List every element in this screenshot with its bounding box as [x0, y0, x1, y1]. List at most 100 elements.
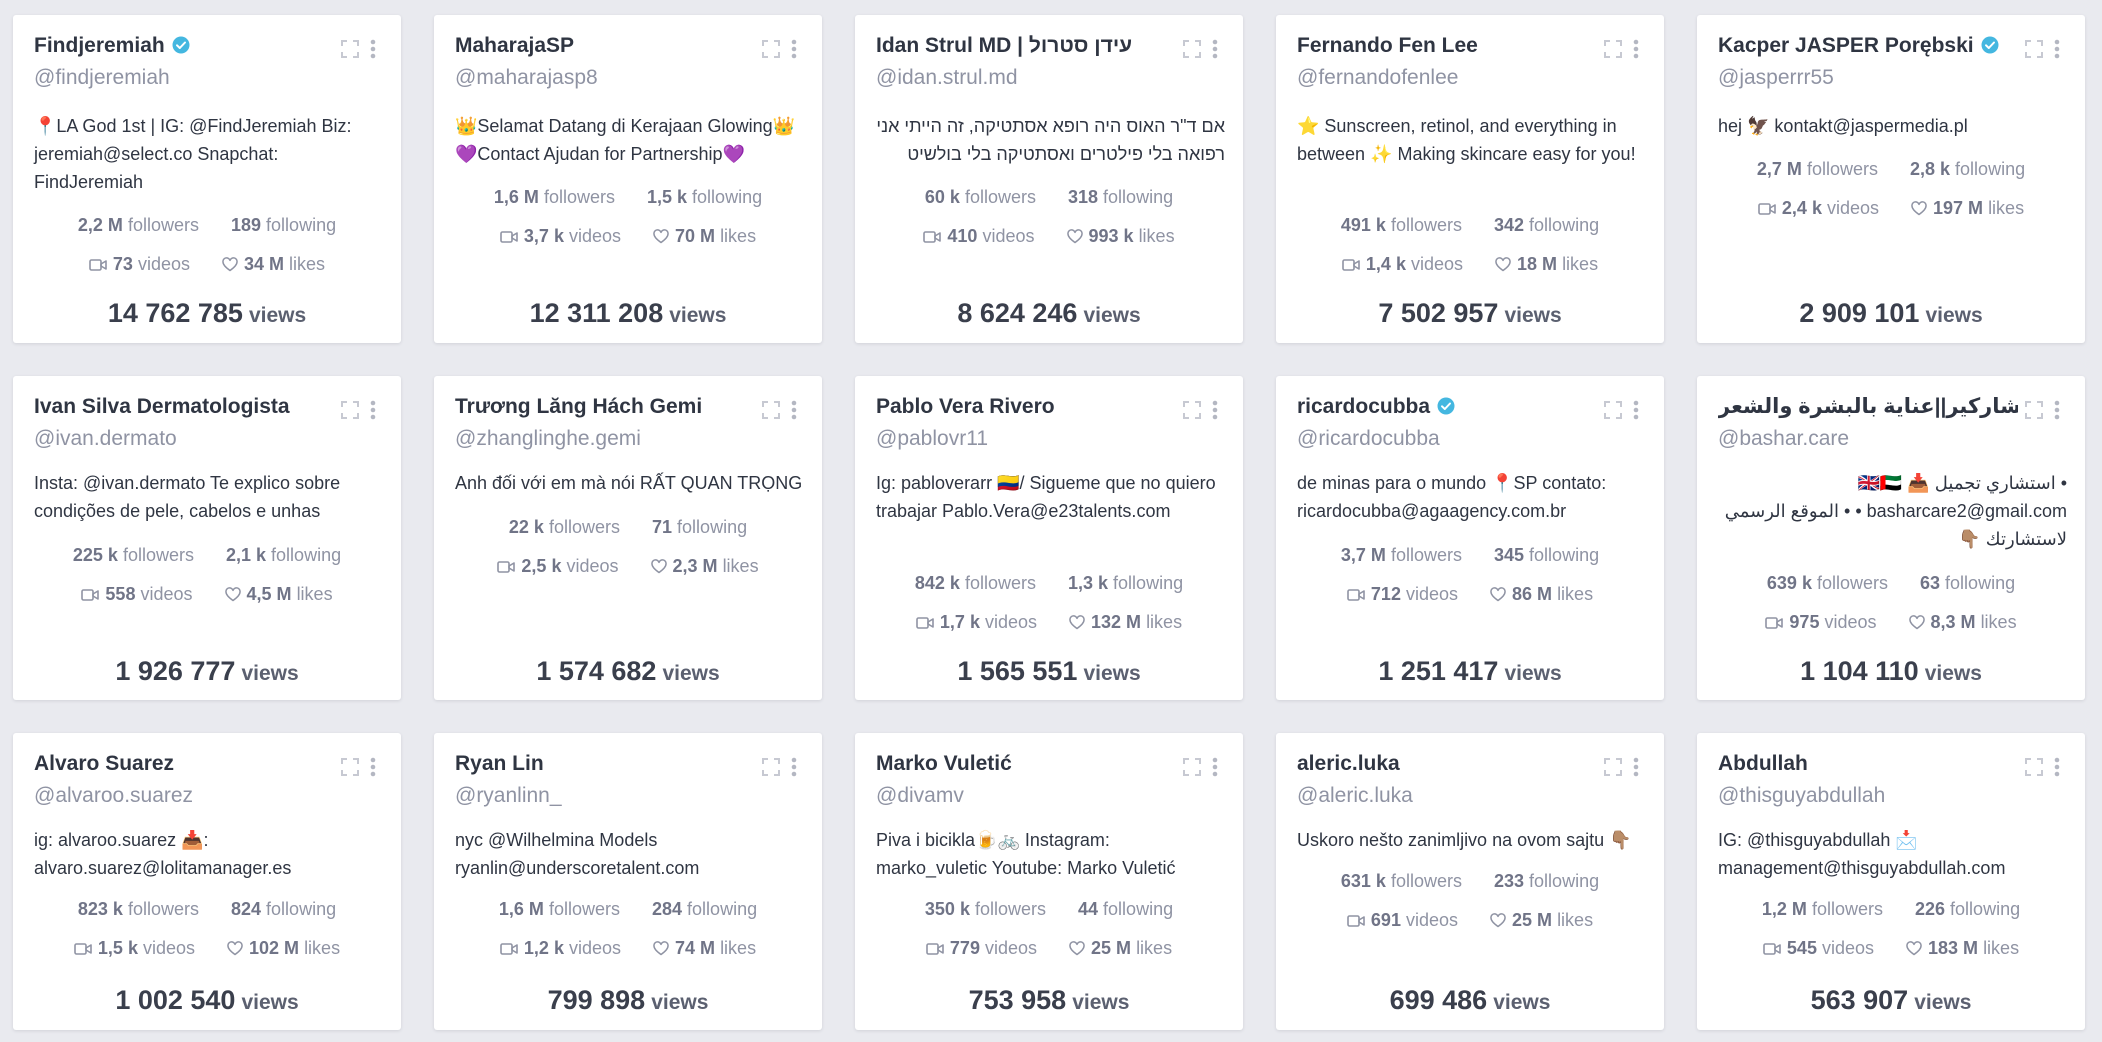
views-total: 1 926 777 views — [13, 656, 401, 687]
expand-icon[interactable] — [1182, 757, 1202, 777]
profile-handle[interactable]: @divamv — [876, 784, 964, 807]
more-vertical-icon[interactable] — [370, 400, 376, 420]
expand-icon[interactable] — [1182, 400, 1202, 420]
following-stat: 44 following — [1078, 890, 1173, 929]
profile-card[interactable]: Alvaro Suarez @alvaroo.suarez ig: alvaroo.… — [13, 733, 401, 1030]
profile-name[interactable]: aleric.luka — [1297, 751, 1400, 777]
expand-icon[interactable] — [761, 400, 781, 420]
expand-icon[interactable] — [1603, 39, 1623, 59]
more-vertical-icon[interactable] — [1633, 39, 1639, 59]
card-header: Trương Lăng Hách Gemi @zhanglinghe.gemi — [455, 376, 801, 450]
videos-count: 410 — [947, 226, 978, 246]
profile-card[interactable]: aleric.luka @aleric.luka Uskoro nešto zani… — [1276, 733, 1664, 1030]
more-vertical-icon[interactable] — [791, 757, 797, 777]
more-vertical-icon[interactable] — [1212, 400, 1218, 420]
profile-stats: 491 k followers 342 following 1,4 k videos… — [1276, 206, 1664, 284]
likes-count: 183 M — [1928, 938, 1979, 958]
profile-name[interactable]: Trương Lăng Hách Gemi — [455, 394, 702, 420]
profile-handle[interactable]: @zhanglinghe.gemi — [455, 427, 641, 450]
more-vertical-icon[interactable] — [370, 39, 376, 59]
profile-card[interactable]: Idan Strul MD | עידן סטרול @idan.strul.md… — [855, 15, 1243, 343]
expand-icon[interactable] — [340, 39, 360, 59]
video-camera-icon — [500, 226, 524, 246]
expand-icon[interactable] — [340, 400, 360, 420]
more-vertical-icon[interactable] — [1212, 757, 1218, 777]
expand-icon[interactable] — [1182, 39, 1202, 59]
profile-card[interactable]: Ivan Silva Dermatologista @ivan.dermato In… — [13, 376, 401, 700]
views-total: 1 565 551 views — [855, 656, 1243, 687]
more-vertical-icon[interactable] — [2054, 757, 2060, 777]
heart-icon — [1069, 938, 1091, 958]
profile-card[interactable]: Findjeremiah @findjeremiah 📍LA God 1st | I… — [13, 15, 401, 343]
profile-name[interactable]: Marko Vuletić — [876, 751, 1012, 777]
more-vertical-icon[interactable] — [1633, 400, 1639, 420]
more-vertical-icon[interactable] — [791, 39, 797, 59]
profile-name-text: aleric.luka — [1297, 752, 1400, 775]
profile-handle[interactable]: @bashar.care — [1718, 427, 1850, 450]
profile-card[interactable]: Pablo Vera Rivero @pablovr11 Ig: pablovera… — [855, 376, 1243, 700]
profile-handle[interactable]: @jasperrr55 — [1718, 66, 1834, 89]
views-count: 7 502 957 — [1378, 298, 1499, 328]
profile-handle[interactable]: @alvaroo.suarez — [34, 784, 194, 807]
more-vertical-icon[interactable] — [1212, 39, 1218, 59]
following-stat: 345 following — [1494, 536, 1599, 575]
profile-card[interactable]: Fernando Fen Lee @fernandofenlee ⭐ Sunscre… — [1276, 15, 1664, 343]
expand-icon[interactable] — [1603, 757, 1623, 777]
profile-name[interactable]: Idan Strul MD | עידן סטרול — [876, 33, 1132, 59]
profile-handle[interactable]: @findjeremiah — [34, 66, 170, 89]
profile-name[interactable]: Abdullah — [1718, 751, 1808, 777]
profile-name[interactable]: Ivan Silva Dermatologista — [34, 394, 290, 420]
card-header: Idan Strul MD | עידן סטרול @idan.strul.md — [876, 15, 1222, 89]
profile-handle[interactable]: @pablovr11 — [876, 427, 988, 450]
followers-label: followers — [127, 899, 199, 919]
following-stat: 63 following — [1920, 564, 2015, 603]
more-vertical-icon[interactable] — [791, 400, 797, 420]
expand-icon[interactable] — [2024, 400, 2044, 420]
profile-handle[interactable]: @idan.strul.md — [876, 66, 1018, 89]
profile-handle[interactable]: @fernandofenlee — [1297, 66, 1459, 89]
expand-icon[interactable] — [1603, 400, 1623, 420]
profile-name[interactable]: Findjeremiah — [34, 33, 190, 59]
following-stat: 318 following — [1068, 178, 1173, 217]
profile-card[interactable]: Abdullah @thisguyabdullah IG: @thisguyabdu… — [1697, 733, 2085, 1030]
expand-icon[interactable] — [761, 39, 781, 59]
profile-handle[interactable]: @ricardocubba — [1297, 427, 1440, 450]
profile-card[interactable]: Trương Lăng Hách Gemi @zhanglinghe.gemi An… — [434, 376, 822, 700]
likes-stat: 102 M likes — [227, 929, 340, 968]
expand-icon[interactable] — [340, 757, 360, 777]
profile-card[interactable]: Ryan Lin @ryanlinn_ nyc @Wilhelmina Models… — [434, 733, 822, 1030]
profile-name[interactable]: Kacper JASPER Porębski — [1718, 33, 1999, 59]
profile-card[interactable]: Marko Vuletić @divamv Piva i bicikla🍺🚲 Ins… — [855, 733, 1243, 1030]
heart-icon — [1069, 612, 1091, 632]
profile-name[interactable]: MaharajaSP — [455, 33, 574, 59]
profile-handle[interactable]: @maharajasp8 — [455, 66, 598, 89]
more-vertical-icon[interactable] — [370, 757, 376, 777]
expand-icon[interactable] — [761, 757, 781, 777]
profile-name[interactable]: Fernando Fen Lee — [1297, 33, 1478, 59]
likes-label: likes — [296, 584, 333, 604]
more-vertical-icon[interactable] — [2054, 400, 2060, 420]
expand-icon[interactable] — [2024, 757, 2044, 777]
profile-handle[interactable]: @ivan.dermato — [34, 427, 177, 450]
profile-card[interactable]: بشاركير||عناية بالبشرة والشعر✨ @bashar.ca… — [1697, 376, 2085, 700]
profile-name[interactable]: ricardocubba — [1297, 394, 1455, 420]
profile-card[interactable]: ricardocubba @ricardocubba de minas para o… — [1276, 376, 1664, 700]
profile-name[interactable]: بشاركير||عناية بالبشرة والشعر✨ — [1718, 394, 2018, 420]
profile-card[interactable]: MaharajaSP @maharajasp8 👑Selamat Datang di… — [434, 15, 822, 343]
profile-name-text: Pablo Vera Rivero — [876, 395, 1055, 418]
followers-stat: 1,2 M followers — [1762, 890, 1883, 929]
profile-name[interactable]: Alvaro Suarez — [34, 751, 174, 777]
more-vertical-icon[interactable] — [1633, 757, 1639, 777]
more-vertical-icon[interactable] — [2054, 39, 2060, 59]
views-count: 1 926 777 — [115, 656, 236, 686]
video-camera-icon — [1342, 254, 1366, 274]
profile-handle[interactable]: @thisguyabdullah — [1718, 784, 1886, 807]
stat-row-content: 558 videos 4,5 M likes — [13, 575, 401, 614]
profile-card[interactable]: Kacper JASPER Porębski @jasperrr55 hej 🦅 k… — [1697, 15, 2085, 343]
likes-count: 8,3 M — [1930, 612, 1976, 632]
profile-handle[interactable]: @ryanlinn_ — [455, 784, 562, 807]
profile-name[interactable]: Pablo Vera Rivero — [876, 394, 1055, 420]
profile-name[interactable]: Ryan Lin — [455, 751, 544, 777]
expand-icon[interactable] — [2024, 39, 2044, 59]
profile-handle[interactable]: @aleric.luka — [1297, 784, 1413, 807]
